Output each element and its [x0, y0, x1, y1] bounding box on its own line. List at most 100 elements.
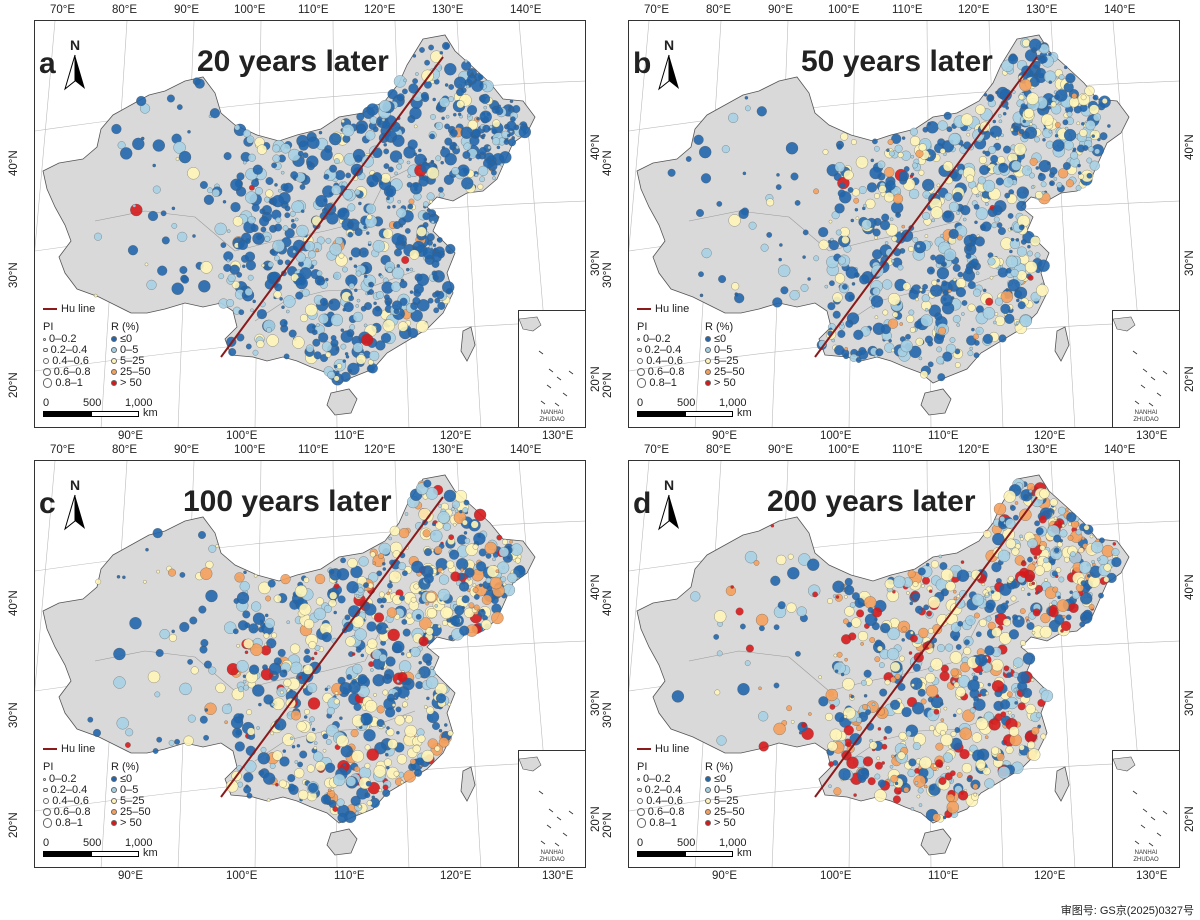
hu-line [814, 496, 1038, 798]
station-point [1013, 143, 1027, 156]
station-point [922, 283, 928, 290]
station-point [894, 144, 903, 153]
station-point [462, 151, 471, 159]
station-point [419, 47, 425, 53]
station-point [315, 194, 328, 208]
station-point [382, 562, 386, 566]
legend-hu-line: Hu line [637, 743, 689, 756]
station-point [892, 311, 899, 318]
station-point [315, 573, 326, 585]
station-point [926, 266, 935, 275]
station-point [325, 237, 332, 244]
station-point [356, 354, 367, 365]
pi-class-label: 0.8–1 [55, 817, 83, 829]
station-point [380, 604, 384, 609]
latitude-tick-label: 20°N [1184, 366, 1196, 392]
station-point [960, 113, 974, 126]
station-point [1092, 94, 1099, 101]
station-point [766, 232, 773, 238]
station-point [203, 660, 212, 669]
station-point [275, 782, 279, 787]
station-point [349, 324, 356, 330]
station-point [938, 777, 947, 785]
station-point [1047, 161, 1051, 166]
station-point [381, 118, 386, 122]
station-point [346, 674, 353, 680]
station-point [1021, 165, 1032, 176]
station-point [900, 339, 913, 353]
station-point [252, 684, 265, 697]
station-point [423, 573, 434, 584]
station-point [297, 761, 303, 768]
station-point [231, 280, 240, 289]
station-point [266, 334, 279, 347]
station-point [354, 154, 363, 163]
station-point [833, 653, 838, 658]
station-point [354, 189, 361, 196]
station-point [439, 97, 450, 108]
station-point [918, 627, 929, 638]
station-point [946, 793, 955, 802]
station-point [464, 537, 471, 544]
legend-pi-item: 0.4–0.6 [43, 355, 89, 368]
station-point [355, 594, 360, 598]
station-point [942, 351, 953, 362]
station-point [973, 288, 981, 297]
station-point [426, 192, 435, 201]
station-point [340, 745, 353, 758]
inset-caption: NANHAI ZHUDAO [1133, 850, 1159, 863]
south-china-sea-inset: NANHAI ZHUDAO [1112, 310, 1179, 427]
station-point [905, 333, 911, 340]
station-point [306, 732, 317, 743]
station-point [1089, 104, 1100, 115]
station-point [342, 266, 348, 273]
station-point [1022, 119, 1027, 124]
station-point [1049, 498, 1058, 507]
station-point [997, 227, 1006, 236]
station-point [322, 733, 329, 740]
station-point [313, 751, 324, 762]
station-point [1006, 691, 1013, 698]
station-point [778, 257, 782, 262]
station-point [1005, 106, 1009, 110]
station-point [1089, 129, 1100, 141]
station-point [365, 203, 376, 214]
station-point [992, 119, 997, 124]
scale-bar: 0 500 1,000 km [39, 837, 199, 863]
station-point [243, 570, 247, 575]
station-point [307, 682, 318, 693]
station-point [391, 300, 403, 311]
station-point [849, 733, 862, 746]
north-label: N [69, 37, 81, 53]
station-point [971, 732, 982, 743]
longitude-tick-label: 100°E [820, 870, 852, 882]
station-point [1030, 236, 1041, 247]
station-point [865, 709, 871, 715]
station-point [921, 584, 925, 588]
station-point [1075, 529, 1082, 536]
station-point [813, 255, 820, 262]
station-point [969, 707, 976, 714]
pi-size-swatch [43, 808, 51, 816]
station-point [443, 174, 454, 185]
station-point [174, 738, 180, 745]
station-point [365, 130, 376, 141]
station-point [828, 761, 834, 767]
station-point [478, 147, 487, 155]
station-point [897, 152, 904, 158]
station-point [173, 141, 186, 154]
station-point [833, 787, 842, 796]
scale-bar-segment [43, 411, 91, 417]
hainan-island [326, 388, 358, 416]
station-point [918, 143, 927, 152]
station-point [924, 335, 933, 344]
station-point [913, 775, 926, 788]
station-point [892, 795, 901, 804]
station-point [368, 282, 372, 286]
station-point [796, 606, 807, 617]
station-point [326, 706, 335, 715]
station-point [963, 647, 972, 655]
station-point [1002, 618, 1011, 627]
station-point [243, 772, 254, 783]
station-point [404, 696, 409, 701]
